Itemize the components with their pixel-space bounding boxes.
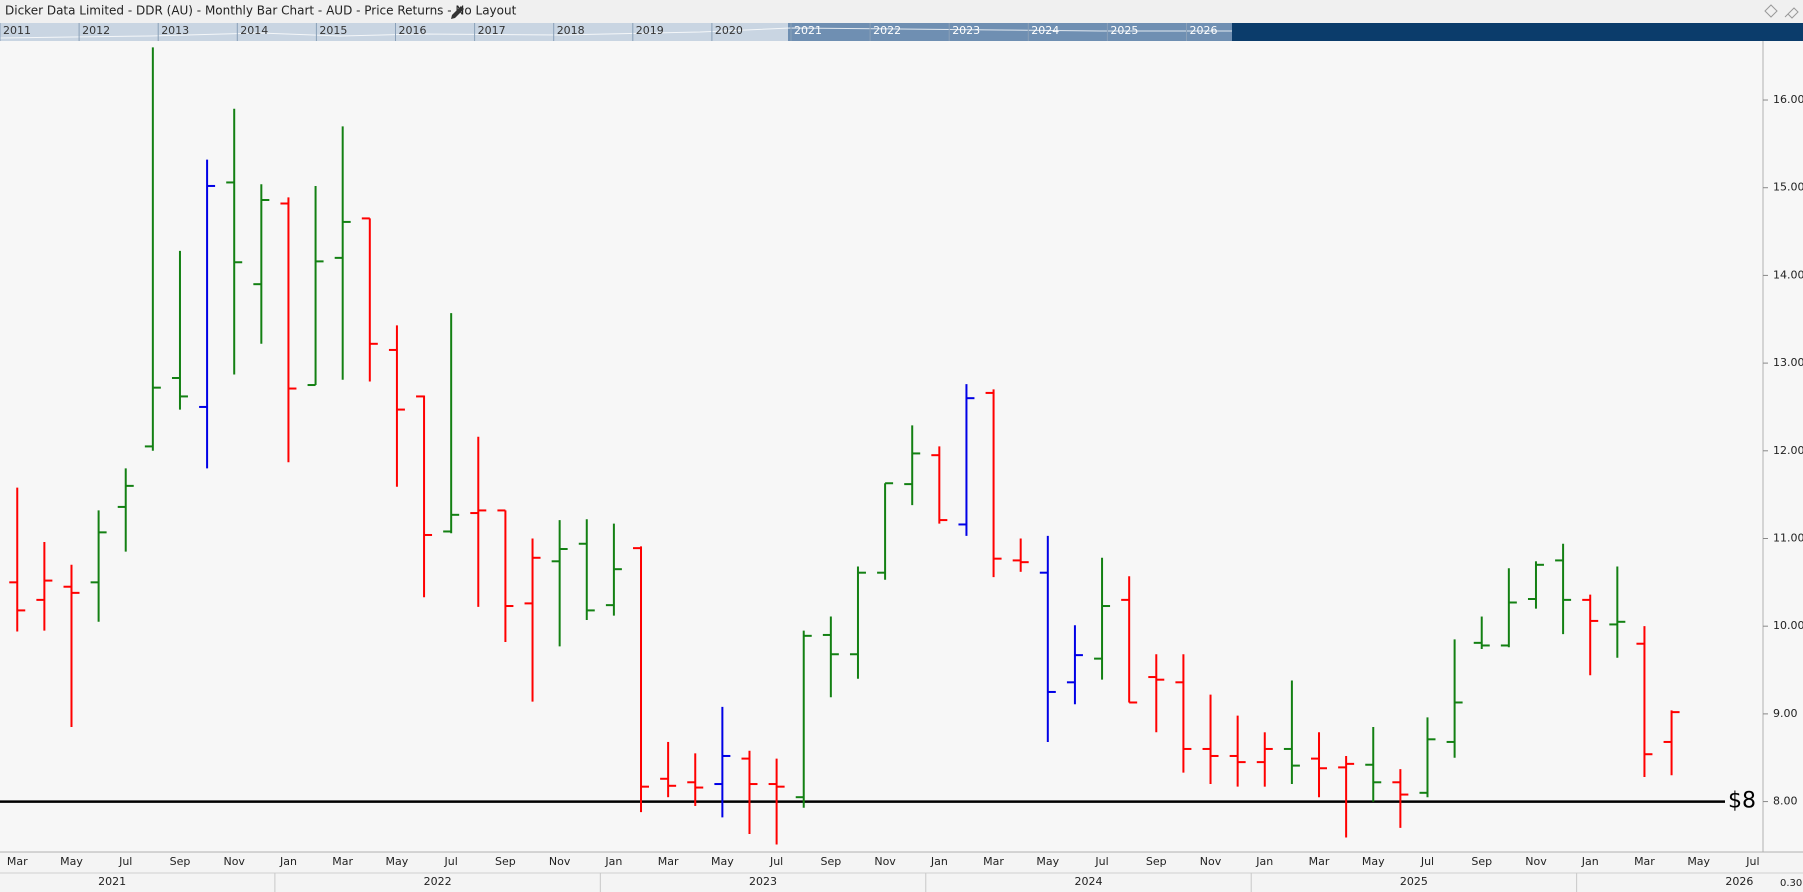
x-year-label: 2024 <box>1074 875 1102 888</box>
y-tick-label: 12.00 <box>1773 444 1803 457</box>
navigator-year: 2011 <box>3 24 31 37</box>
x-tick-label: Nov <box>874 855 896 868</box>
diamond-icon[interactable] <box>1764 4 1778 18</box>
y-tick-label: 15.00 <box>1773 181 1803 194</box>
x-tick-label: Jul <box>118 855 132 868</box>
navigator-year: 2015 <box>319 24 347 37</box>
x-tick-label: May <box>1687 855 1710 868</box>
navigator-year: 2013 <box>161 24 189 37</box>
x-tick-label: Jul <box>1094 855 1108 868</box>
x-tick-label: May <box>711 855 734 868</box>
navigator-window[interactable] <box>788 23 1232 41</box>
navigator-year: 2026 <box>1190 24 1218 37</box>
navigator-year: 2016 <box>399 24 427 37</box>
navigator-year: 2021 <box>794 24 822 37</box>
x-year-label: 2021 <box>98 875 126 888</box>
title-bar <box>0 0 1803 23</box>
x-tick-label: Sep <box>170 855 191 868</box>
x-year-label: 2025 <box>1400 875 1428 888</box>
navigator-year: 2018 <box>557 24 585 37</box>
x-tick-label: Jan <box>1255 855 1273 868</box>
x-tick-label: Nov <box>549 855 571 868</box>
x-year-label: 2023 <box>749 875 777 888</box>
pin-icon[interactable] <box>1784 7 1799 19</box>
x-tick-label: Sep <box>820 855 841 868</box>
x-axis-area <box>0 852 1803 892</box>
navigator-year: 2025 <box>1110 24 1138 37</box>
navigator-year: 2017 <box>478 24 506 37</box>
x-tick-label: Sep <box>1146 855 1167 868</box>
x-tick-label: Jul <box>1745 855 1759 868</box>
x-tick-label: Mar <box>658 855 679 868</box>
x-tick-label: Mar <box>1634 855 1655 868</box>
navigator-year: 2019 <box>636 24 664 37</box>
x-tick-label: Sep <box>1471 855 1492 868</box>
x-tick-label: Jul <box>1420 855 1434 868</box>
x-tick-label: Jan <box>1581 855 1599 868</box>
x-tick-label: Jan <box>279 855 297 868</box>
x-tick-label: Jan <box>930 855 948 868</box>
x-tick-label: Mar <box>1309 855 1330 868</box>
navigator-year: 2014 <box>240 24 268 37</box>
y-tick-label: 9.00 <box>1773 707 1798 720</box>
x-tick-label: May <box>60 855 83 868</box>
y-tick-label: 14.00 <box>1773 268 1803 281</box>
x-tick-label: Nov <box>1525 855 1547 868</box>
x-tick-label: Jul <box>769 855 783 868</box>
x-year-label: 2022 <box>424 875 452 888</box>
x-year-label: 2026 <box>1725 875 1753 888</box>
x-tick-label: Jan <box>604 855 622 868</box>
x-tick-label: Mar <box>983 855 1004 868</box>
y-axis-area <box>1763 41 1803 852</box>
level-label: $8 <box>1728 789 1756 814</box>
edit-icon[interactable] <box>451 6 464 19</box>
x-tick-label: Nov <box>1200 855 1222 868</box>
chart-title: Dicker Data Limited - DDR (AU) - Monthly… <box>5 4 517 18</box>
navigator-year: 2024 <box>1031 24 1059 37</box>
navigator-year: 2012 <box>82 24 110 37</box>
y-tick-label: 13.00 <box>1773 356 1803 369</box>
x-tick-label: Jul <box>444 855 458 868</box>
navigator-year: 2023 <box>952 24 980 37</box>
navigator-sparkline <box>0 27 1232 39</box>
x-tick-label: May <box>386 855 409 868</box>
x-tick-label: Mar <box>7 855 28 868</box>
y-tick-label: 10.00 <box>1773 619 1803 632</box>
x-tick-label: May <box>1362 855 1385 868</box>
y-tick-label: 8.00 <box>1773 795 1798 808</box>
x-tick-label: Mar <box>332 855 353 868</box>
y-tick-label: 11.00 <box>1773 531 1803 544</box>
x-tick-label: Sep <box>495 855 516 868</box>
navigator-year: 2022 <box>873 24 901 37</box>
corner-label: 0.30 <box>1780 878 1802 889</box>
x-tick-label: Nov <box>223 855 245 868</box>
navigator-year: 2020 <box>715 24 743 37</box>
x-tick-label: May <box>1036 855 1059 868</box>
y-tick-label: 16.00 <box>1773 93 1803 106</box>
